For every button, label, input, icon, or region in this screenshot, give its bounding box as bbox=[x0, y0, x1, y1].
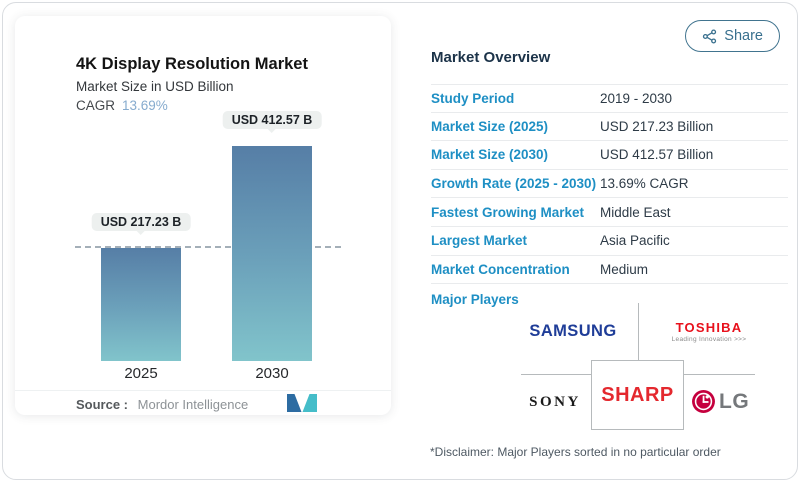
share-button[interactable]: Share bbox=[685, 20, 780, 52]
row-value: 13.69% CAGR bbox=[600, 176, 689, 192]
cagr-label: CAGR bbox=[76, 98, 116, 113]
overview-row-study-period: Study Period 2019 - 2030 bbox=[431, 84, 788, 113]
reference-dashed-line bbox=[75, 246, 341, 248]
row-label: Study Period bbox=[431, 90, 515, 106]
samsung-logo: SAMSUNG bbox=[529, 322, 617, 340]
source-label: Source : bbox=[76, 397, 129, 412]
source-brand: Mordor Intelligence bbox=[137, 397, 249, 412]
bar-rect-2030 bbox=[232, 146, 312, 361]
row-label: Market Concentration bbox=[431, 261, 570, 277]
row-label: Market Size (2025) bbox=[431, 118, 549, 134]
major-players-label: Major Players bbox=[431, 292, 519, 307]
lg-face-icon bbox=[692, 390, 715, 413]
lg-logo: LG bbox=[691, 389, 749, 414]
source-row: Source : Mordor Intelligence bbox=[76, 397, 248, 412]
row-label: Growth Rate (2025 - 2030) bbox=[431, 176, 597, 192]
connector-vertical-line bbox=[638, 303, 639, 360]
row-value: USD 412.57 Billion bbox=[600, 147, 714, 163]
overview-row-market-concentration: Market Concentration Medium bbox=[431, 256, 788, 285]
x-axis-label-2030: 2030 bbox=[255, 365, 289, 382]
share-nodes-icon bbox=[703, 28, 717, 44]
overview-row-growth-rate: Growth Rate (2025 - 2030) 13.69% CAGR bbox=[431, 170, 788, 199]
overview-title: Market Overview bbox=[431, 49, 551, 66]
sharp-logo: SHARP bbox=[601, 383, 674, 406]
players-disclaimer: *Disclaimer: Major Players sorted in no … bbox=[430, 445, 721, 459]
row-label: Fastest Growing Market bbox=[431, 204, 585, 220]
row-value: Medium bbox=[600, 261, 649, 277]
bar-2025: USD 217.23 B bbox=[91, 213, 191, 361]
overview-row-fastest-growing: Fastest Growing Market Middle East bbox=[431, 198, 788, 227]
overview-row-market-size-2030: Market Size (2030) USD 412.57 Billion bbox=[431, 141, 788, 170]
row-label: Largest Market bbox=[431, 233, 528, 249]
x-axis-label-2025: 2025 bbox=[124, 365, 158, 382]
chart-subtitle: Market Size in USD Billion bbox=[76, 79, 234, 94]
chart-cagr: CAGR 13.69% bbox=[76, 98, 168, 113]
bar-rect-2025 bbox=[101, 248, 181, 361]
overview-table: Study Period 2019 - 2030 Market Size (20… bbox=[431, 84, 788, 285]
bar-value-label-2030: USD 412.57 B bbox=[222, 111, 322, 138]
overview-row-market-size-2025: Market Size (2025) USD 217.23 Billion bbox=[431, 113, 788, 142]
mordor-intelligence-logo bbox=[287, 394, 317, 412]
bar-2030: USD 412.57 B bbox=[222, 111, 322, 361]
market-chart-card: 4K Display Resolution Market Market Size… bbox=[15, 16, 391, 415]
row-value: USD 217.23 Billion bbox=[600, 118, 714, 134]
chart-title: 4K Display Resolution Market bbox=[76, 55, 308, 73]
bar-value-label-2025: USD 217.23 B bbox=[91, 213, 191, 240]
chart-footer-divider bbox=[15, 390, 391, 391]
toshiba-logo: TOSHIBA Leading Innovation >>> bbox=[671, 320, 747, 343]
cagr-value: 13.69% bbox=[122, 98, 168, 113]
sony-logo: SONY bbox=[529, 394, 581, 410]
market-overview-panel: Market Overview Study Period 2019 - 2030… bbox=[423, 3, 795, 479]
sharp-logo-box: SHARP bbox=[591, 360, 684, 430]
row-value: Middle East bbox=[600, 204, 671, 220]
row-label: Market Size (2030) bbox=[431, 147, 549, 163]
overview-row-largest-market: Largest Market Asia Pacific bbox=[431, 227, 788, 256]
share-button-label: Share bbox=[724, 28, 763, 44]
row-value: 2019 - 2030 bbox=[600, 90, 673, 106]
row-value: Asia Pacific bbox=[600, 233, 670, 249]
